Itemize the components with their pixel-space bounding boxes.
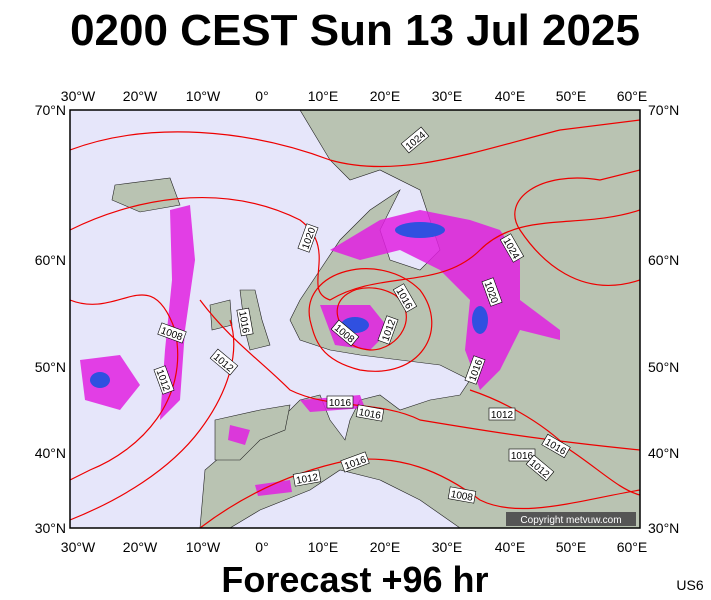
isobar [70,119,640,168]
isobar-label-box [447,486,477,504]
land [111,177,181,213]
isobar-label-box [209,348,239,376]
isobar-label-box [292,469,322,487]
longitude-label: 60°E [617,88,648,104]
map-frame [69,109,641,529]
isobar-label-box [236,307,254,337]
longitude-label: 30°E [432,539,463,555]
model-code: US6 [676,577,703,593]
isobar-label: 1016 [236,307,254,337]
isobar-label-box [508,448,536,462]
longitude-label: 40°E [495,88,526,104]
isobar-label: 1008 [447,486,477,504]
longitude-label: 50°E [556,539,587,555]
isobar-label-box [400,126,430,154]
isobar-label-text: 1016 [236,310,251,334]
longitude-label: 20°E [370,88,401,104]
isobar-label-box [464,355,486,385]
land [199,110,640,528]
longitude-label: 30°E [432,88,463,104]
latitude-label: 30°N [35,520,66,536]
isobar-label-box [355,404,385,422]
longitude-label: 10°E [308,88,339,104]
latitude-label: 70°N [648,102,679,118]
isobar [514,169,640,286]
isobar [308,268,433,372]
isobar [469,389,640,496]
isobar-label: 1016 [326,395,354,409]
longitude-label: 0° [255,539,268,555]
precipitation [160,205,195,420]
heavy-precipitation [472,306,488,334]
isobar-label-box [499,233,525,263]
latitude-label: 70°N [35,102,66,118]
isobar [199,458,640,528]
copyright: Copyright metvuw.com [520,515,621,526]
longitude-label: 40°E [495,539,526,555]
latitude-label: 30°N [648,520,679,536]
latitude-label: 40°N [35,445,66,461]
latitude-label: 60°N [648,252,679,268]
isobar-label-box [157,322,187,344]
isobar [70,319,235,521]
longitude-label: 60°E [617,539,648,555]
longitude-label: 20°W [123,88,158,104]
isobar-label-box [297,223,319,253]
latitude-label: 60°N [35,252,66,268]
isobar-label-box [541,433,571,459]
longitude-label: 20°W [123,539,158,555]
longitude-label: 20°E [370,539,401,555]
precipitation [80,355,140,410]
isobar [336,287,407,351]
longitude-label: 50°E [556,88,587,104]
isobar-label-box [392,283,418,313]
heavy-precipitation [90,372,110,388]
longitude-label: 0° [255,88,268,104]
isobar-label: 1012 [292,469,322,487]
heavy-precipitation [395,222,445,238]
isobar-label-box [340,451,370,473]
isobar [70,197,640,301]
isobar-label-text: 1008 [450,489,474,504]
isobar-label-box [326,395,354,409]
longitude-label: 10°E [308,539,339,555]
isobar-label: 1016 [355,404,385,422]
isobar-label-box [377,315,399,345]
isobar-label-text: 1016 [329,398,352,409]
copyright-box [506,512,636,526]
axis-labels: 30°W 30°W 20°W 20°W 10°W 10°W 0° 0° 10°E 10°E 20°E… [35,88,680,555]
subtitle: Forecast +96 hr [221,559,488,600]
isobar-label-box [488,407,516,421]
isobar-label-text: 1012 [295,472,319,487]
isobar-label-box [525,454,555,482]
isobar-label-box [481,277,503,307]
isobar-label-text: 1012 [491,410,514,421]
latitude-label: 50°N [35,359,66,375]
isobar-label-text: 1016 [511,451,534,462]
isobar-label: 1012 [488,407,516,421]
isobar-label-box [153,365,175,395]
isobar-label-text: 1016 [358,407,382,422]
longitude-label: 10°W [186,88,221,104]
land [214,404,291,461]
isobars [70,119,640,528]
latitude-label: 40°N [648,445,679,461]
isobar-label: 1016 [508,448,536,462]
precipitation [330,210,560,390]
longitude-label: 30°W [61,88,96,104]
title: 0200 CEST Sun 13 Jul 2025 [70,6,640,55]
longitude-label: 30°W [61,539,96,555]
isobar-label-box [330,319,360,347]
latitude-label: 50°N [648,359,679,375]
longitude-label: 10°W [186,539,221,555]
